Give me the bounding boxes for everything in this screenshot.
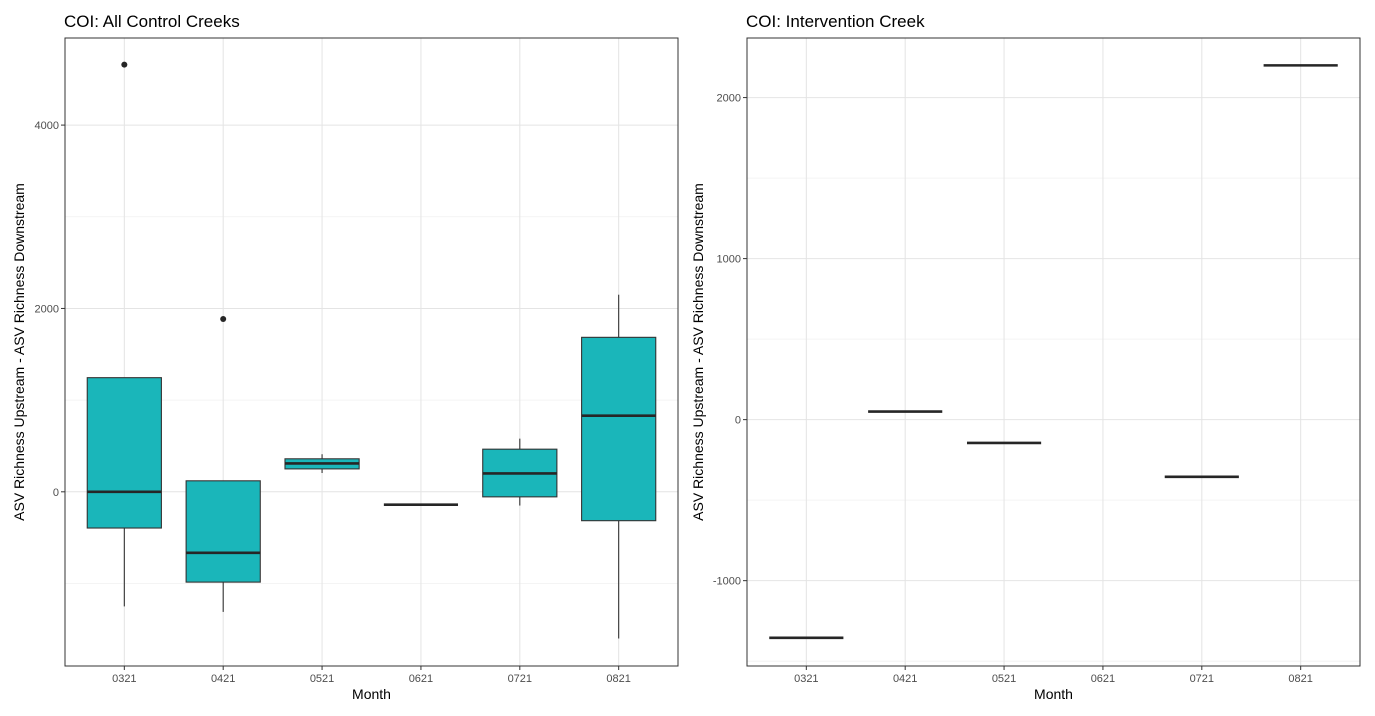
box-0721 xyxy=(482,438,558,506)
x-axis: 0321 0421 0521 0621 0721 0821 xyxy=(794,666,1313,685)
box-series xyxy=(769,64,1338,640)
x-tick-label: 0421 xyxy=(211,673,235,685)
panel-intervention-creek: COI: Intervention Creek -1000 0 1000 2000 0… xyxy=(690,12,1361,702)
outlier-point xyxy=(220,315,227,322)
panel-control-creeks: COI: All Control Creeks 0 2000 4000 0321 04… xyxy=(11,12,679,702)
box-body xyxy=(86,377,162,529)
x-tick-label: 0821 xyxy=(606,673,630,685)
box-0521 xyxy=(284,454,360,474)
plot-background xyxy=(747,38,1360,666)
x-tick-label: 0321 xyxy=(112,673,136,685)
x-axis-title: Month xyxy=(352,686,391,702)
grid-minor xyxy=(747,177,1360,662)
x-tick-label: 0721 xyxy=(508,673,532,685)
x-tick-label: 0321 xyxy=(794,673,818,685)
y-tick-label: 4000 xyxy=(35,120,59,132)
x-tick-label: 0421 xyxy=(893,673,917,685)
panel-title: COI: All Control Creeks xyxy=(64,12,240,31)
x-axis-title: Month xyxy=(1034,686,1073,702)
y-axis: 0 2000 4000 xyxy=(35,120,65,499)
box-0421 xyxy=(185,315,261,612)
plot-background xyxy=(65,38,678,666)
x-tick-label: 0721 xyxy=(1190,673,1214,685)
x-tick-label: 0621 xyxy=(409,673,433,685)
x-tick-label: 0821 xyxy=(1288,673,1312,685)
y-axis-title: ASV Richness Upstream - ASV Richness Dow… xyxy=(690,183,706,521)
y-tick-label: 2000 xyxy=(35,303,59,315)
box-body xyxy=(185,480,261,583)
y-axis: -1000 0 1000 2000 xyxy=(713,93,747,588)
y-tick-label: 1000 xyxy=(717,254,741,266)
x-axis: 0321 0421 0521 0621 0721 0821 xyxy=(112,666,631,685)
y-tick-label: -1000 xyxy=(713,576,741,588)
y-tick-label: 0 xyxy=(53,487,59,499)
y-axis-title: ASV Richness Upstream - ASV Richness Dow… xyxy=(11,183,27,521)
x-tick-label: 0521 xyxy=(310,673,334,685)
x-tick-label: 0621 xyxy=(1091,673,1115,685)
box-0321 xyxy=(86,61,162,607)
box-0821 xyxy=(581,294,657,639)
x-tick-label: 0521 xyxy=(992,673,1016,685)
box-body xyxy=(581,336,657,522)
panel-title: COI: Intervention Creek xyxy=(746,12,925,31)
grid-major xyxy=(747,38,1360,666)
outlier-point xyxy=(121,61,128,68)
plot-border xyxy=(746,37,1361,667)
plot-border xyxy=(64,37,679,667)
y-tick-label: 2000 xyxy=(717,93,741,105)
y-tick-label: 0 xyxy=(735,415,741,427)
box-series xyxy=(86,61,657,639)
grid-minor xyxy=(65,216,678,584)
